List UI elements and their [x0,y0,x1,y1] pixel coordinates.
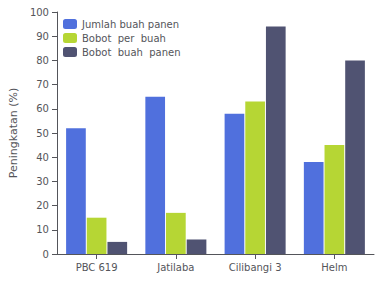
svg-text:Jatilaba: Jatilaba [156,262,194,273]
svg-text:Bobot buah panen: Bobot buah panen [82,47,181,58]
svg-text:PBC 619: PBC 619 [76,262,118,273]
svg-text:Cilibangi 3: Cilibangi 3 [229,262,282,273]
svg-text:60: 60 [36,103,49,114]
svg-text:10: 10 [36,224,49,235]
svg-text:0: 0 [43,249,49,260]
svg-text:Bobot per buah: Bobot per buah [82,33,166,44]
svg-text:70: 70 [36,79,49,90]
svg-text:80: 80 [36,55,49,66]
svg-text:Peningkatan (%): Peningkatan (%) [7,88,20,178]
svg-text:50: 50 [36,128,49,139]
svg-text:30: 30 [36,176,49,187]
svg-text:100: 100 [30,7,49,18]
svg-text:Jumlah buah panen: Jumlah buah panen [81,19,179,30]
svg-text:40: 40 [36,152,49,163]
svg-text:90: 90 [36,31,49,42]
svg-text:Helm: Helm [321,262,347,273]
svg-text:20: 20 [36,200,49,211]
